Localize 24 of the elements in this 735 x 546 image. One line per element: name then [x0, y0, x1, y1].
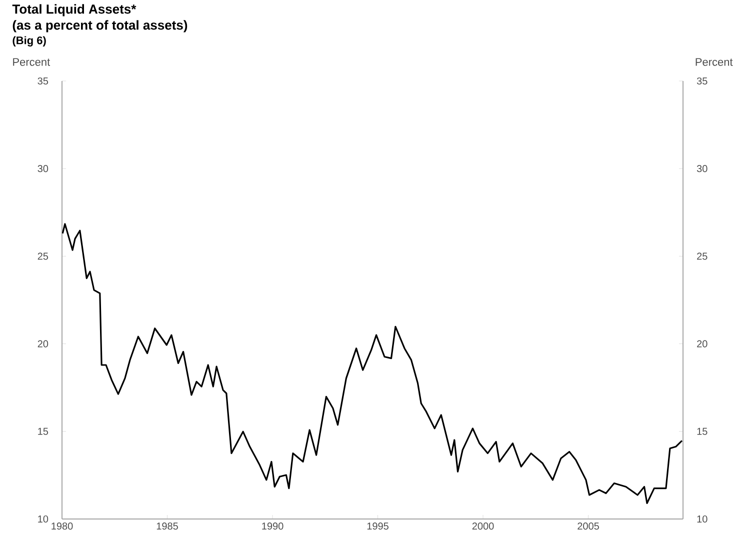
y-tick-label: 25: [38, 252, 48, 260]
x-tick-label: 1995: [367, 522, 388, 530]
x-tick-label: 1990: [262, 522, 284, 530]
y2-tick-label: 35: [696, 77, 708, 85]
y2-tick-label: 20: [697, 340, 708, 348]
x-tick-label: 1985: [156, 522, 178, 530]
x-tick-label: 2005: [578, 522, 599, 530]
x-tick-label: 2000: [472, 522, 494, 530]
y-tick-label: 15: [38, 428, 48, 435]
x-tick-label: 1980: [52, 522, 73, 530]
y-axis-title: Percent: [13, 58, 50, 66]
y2-tick-label: 30: [696, 165, 708, 172]
line-series: [62, 223, 683, 504]
chart-subtitle: (as a percent of total assets): [12, 20, 188, 32]
y2-tick-label: 25: [697, 252, 708, 260]
y-tick-label: 20: [38, 340, 48, 348]
text: (Big 6): [12, 36, 46, 46]
chart-title: Total Liquid Assets*: [12, 4, 136, 16]
y2-axis-title: Percent: [696, 58, 733, 66]
y-tick-label: 35: [38, 77, 48, 85]
y-tick-label: 10: [38, 515, 48, 523]
y-tick-label: 30: [38, 165, 48, 172]
y2-tick-label: 10: [697, 515, 708, 523]
y2-tick-label: 15: [697, 428, 708, 435]
